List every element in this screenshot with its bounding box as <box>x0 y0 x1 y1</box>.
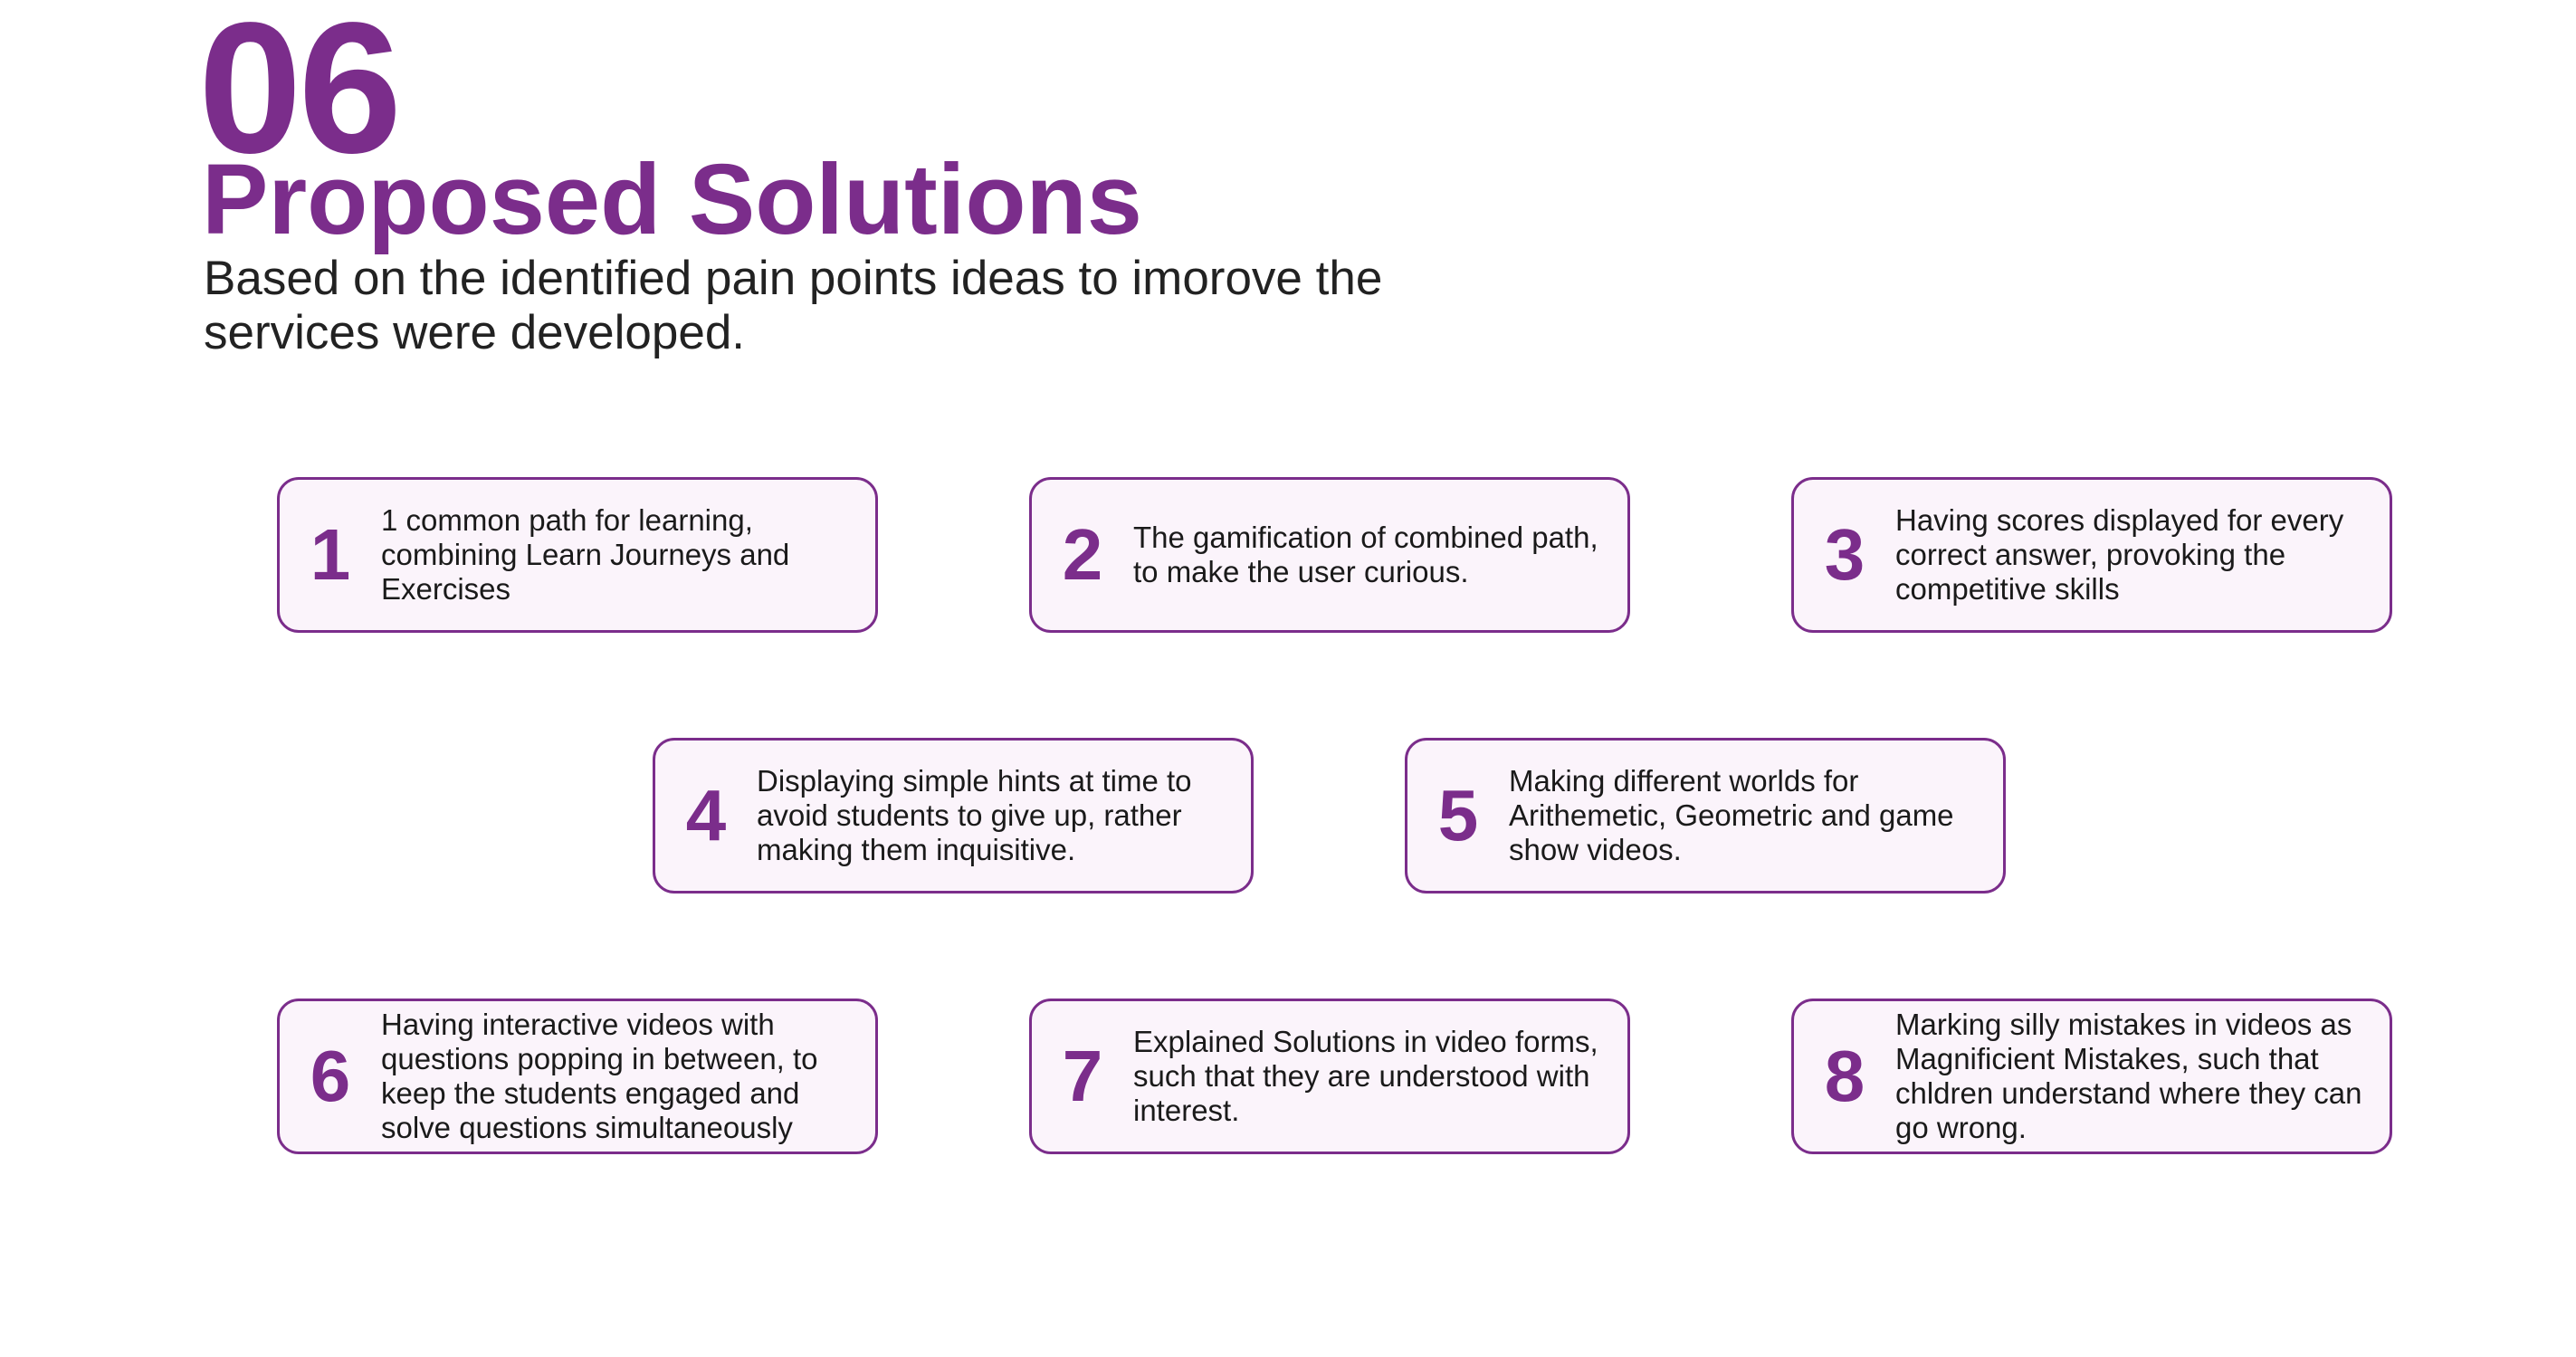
solution-card-8: 8 Marking silly mistakes in videos as Ma… <box>1791 999 2392 1154</box>
solution-text: Having interactive videos with questions… <box>381 1008 818 1144</box>
section-title: Proposed Solutions <box>202 144 1142 255</box>
solution-card-5: 5 Making different worlds for Arithemeti… <box>1405 738 2006 894</box>
solution-number: 7 <box>1062 1036 1103 1116</box>
solution-card-4: 4 Displaying simple hints at time to avo… <box>653 738 1254 894</box>
solution-text: Making different worlds for Arithemetic,… <box>1509 764 1954 866</box>
solution-card-6: 6 Having interactive videos with questio… <box>277 999 878 1154</box>
solution-card-2: 2 The gamification of combined path, to … <box>1029 477 1630 633</box>
solution-text: Explained Solutions in video forms, such… <box>1133 1025 1598 1127</box>
solution-number: 2 <box>1062 514 1103 595</box>
solution-number: 4 <box>685 775 727 855</box>
solution-card-1: 1 1 common path for learning, combining … <box>277 477 878 633</box>
solution-card-3: 3 Having scores displayed for every corr… <box>1791 477 2392 633</box>
solution-text: The gamification of combined path, to ma… <box>1133 521 1598 588</box>
solution-text: Marking silly mistakes in videos as Magn… <box>1895 1008 2362 1144</box>
solution-text: Displaying simple hints at time to avoid… <box>757 764 1192 866</box>
solution-text: 1 common path for learning, combining Le… <box>381 503 790 606</box>
section-number: 06 <box>198 0 402 192</box>
solution-number: 3 <box>1824 514 1865 595</box>
section-subtitle: Based on the identified pain points idea… <box>204 252 1383 359</box>
solution-number: 6 <box>310 1036 351 1116</box>
solution-number: 1 <box>310 514 351 595</box>
solution-number: 8 <box>1824 1036 1865 1116</box>
solution-card-7: 7 Explained Solutions in video forms, su… <box>1029 999 1630 1154</box>
solution-number: 5 <box>1437 775 1479 855</box>
solution-text: Having scores displayed for every correc… <box>1895 503 2344 606</box>
